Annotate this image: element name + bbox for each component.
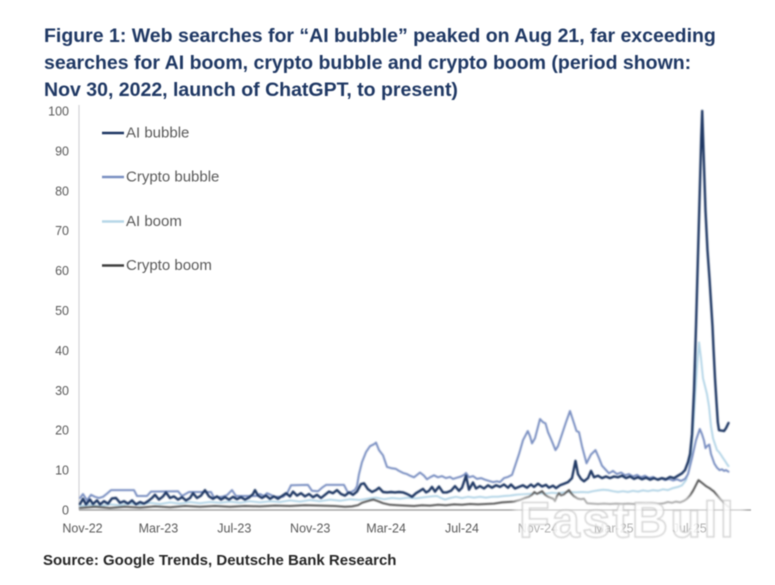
svg-text:0: 0 [62, 504, 69, 518]
svg-text:90: 90 [55, 144, 69, 158]
svg-text:40: 40 [55, 344, 69, 358]
svg-text:Jul-24: Jul-24 [445, 522, 479, 536]
svg-text:20: 20 [55, 424, 69, 438]
svg-text:Nov-23: Nov-23 [290, 522, 330, 536]
svg-text:50: 50 [55, 304, 69, 318]
svg-text:Crypto bubble: Crypto bubble [126, 169, 219, 186]
svg-text:Jul-23: Jul-23 [217, 522, 251, 536]
svg-text:100: 100 [48, 105, 69, 119]
svg-text:Crypto boom: Crypto boom [126, 257, 212, 274]
svg-text:70: 70 [55, 224, 69, 238]
svg-text:30: 30 [55, 384, 69, 398]
svg-text:Nov-22: Nov-22 [62, 522, 102, 536]
svg-text:80: 80 [55, 184, 69, 198]
svg-text:Mar-23: Mar-23 [139, 522, 179, 536]
svg-text:Mar-24: Mar-24 [366, 522, 406, 536]
svg-text:AI bubble: AI bubble [126, 125, 189, 142]
svg-text:60: 60 [55, 264, 69, 278]
svg-text:AI boom: AI boom [126, 213, 182, 230]
svg-text:10: 10 [55, 464, 69, 478]
